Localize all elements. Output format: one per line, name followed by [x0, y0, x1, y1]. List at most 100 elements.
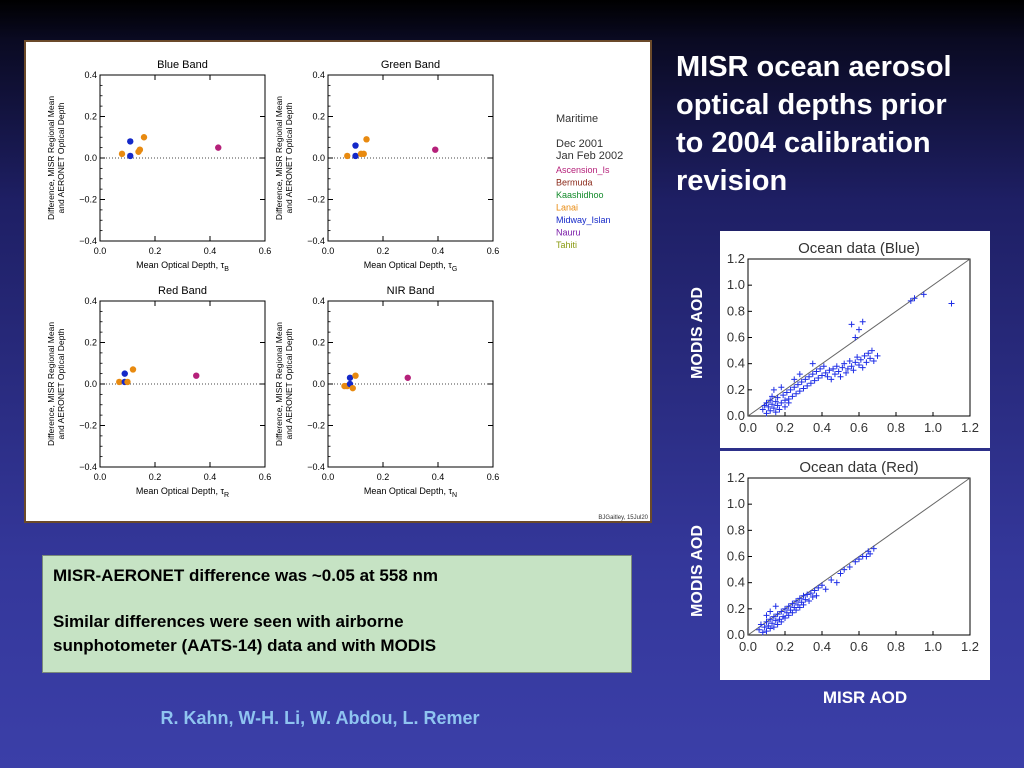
data-point	[822, 586, 829, 593]
data-point	[907, 297, 914, 304]
data-point	[819, 582, 825, 589]
data-point	[782, 397, 788, 404]
data-point	[809, 360, 816, 367]
x-tick-label: 0.8	[887, 639, 905, 654]
panel-title: NIR Band	[387, 285, 435, 297]
data-point	[867, 550, 874, 557]
data-point	[820, 363, 827, 370]
data-point	[813, 368, 820, 375]
data-point	[774, 402, 781, 409]
x-tick-label: 0.8	[887, 420, 905, 435]
data-point	[769, 393, 776, 400]
data-point	[826, 367, 833, 374]
data-point	[780, 392, 787, 399]
data-point	[828, 376, 835, 383]
x-tick-label: 0.6	[259, 246, 272, 256]
data-point	[846, 563, 853, 570]
summary-line: Similar differences were seen with airbo…	[53, 612, 404, 631]
data-point	[796, 388, 803, 395]
data-point	[920, 291, 927, 298]
data-point	[121, 370, 128, 377]
title-line: to 2004 calibration	[676, 127, 931, 159]
y-axis-label: and AERONET Optical Depth	[284, 102, 294, 213]
y-tick-label: −0.2	[307, 421, 325, 431]
x-axis-subscript: N	[452, 492, 457, 499]
legend-site: Kaashidhoo	[556, 190, 604, 200]
y-tick-label: 0.4	[727, 575, 745, 590]
legend-site: Lanai	[556, 203, 578, 213]
y-tick-label: 1.0	[727, 277, 745, 292]
data-point	[802, 376, 809, 383]
x-tick-label: 0.4	[204, 472, 217, 482]
data-point	[770, 624, 777, 631]
title-line: MISR ocean aerosol	[676, 51, 952, 83]
data-point	[793, 607, 800, 614]
x-tick-label: 0.2	[149, 246, 162, 256]
band-panels-svg: Blue Band 0.0 0.2 0.4 0.6 0.4 0.2 0.0 −0.2 −0.4 Me…	[46, 59, 649, 521]
data-point	[791, 376, 798, 383]
modis-aod-label: MODIS AOD	[689, 525, 706, 617]
data-point	[783, 389, 790, 396]
data-point	[789, 600, 796, 607]
data-point	[772, 617, 779, 624]
data-point	[806, 597, 813, 604]
data-point	[776, 406, 783, 413]
data-point	[809, 371, 816, 378]
data-point	[767, 608, 774, 615]
y-tick-label: 1.2	[727, 470, 745, 485]
y-tick-label: 0.4	[727, 356, 745, 371]
one-to-one-line	[747, 258, 971, 417]
data-point	[874, 352, 881, 359]
data-point	[759, 629, 766, 636]
data-point	[756, 626, 763, 633]
ocean-blue-frame: Ocean data (Blue) 0.0 0.2 0.4 0.6 0.8 1.0 1.2 1.…	[720, 231, 990, 448]
data-point	[793, 390, 800, 397]
data-point	[822, 369, 829, 376]
band-panel: NIR Band 0.0 0.2 0.4 0.6 0.4 0.2 0.0 −0.2 −0.4 Mea…	[274, 285, 499, 499]
data-point	[870, 358, 877, 365]
data-point	[824, 373, 831, 380]
data-point	[807, 590, 814, 597]
x-axis-subscript: G	[452, 266, 457, 273]
scatter-title: Ocean data (Red)	[799, 459, 918, 476]
band-panel: Blue Band 0.0 0.2 0.4 0.6 0.4 0.2 0.0 −0.2 −0.4 Me…	[46, 59, 271, 273]
data-point	[800, 385, 807, 392]
data-point	[352, 152, 359, 160]
data-point	[796, 371, 803, 378]
data-point	[833, 363, 840, 370]
data-point	[767, 407, 774, 414]
misr-aod-label: MISR AOD	[822, 688, 908, 707]
data-point	[757, 621, 764, 628]
panel-title: Green Band	[381, 59, 440, 71]
x-axis-label: Mean Optical Depth, τB	[136, 260, 229, 273]
summary-box: MISR-AERONET difference was ~0.05 at 558…	[42, 555, 632, 673]
data-point	[352, 142, 359, 149]
scatter-title: Ocean data (Blue)	[798, 240, 920, 257]
data-point	[811, 377, 818, 384]
data-point	[770, 386, 777, 393]
data-point	[787, 386, 794, 393]
x-axis-label: Mean Optical Depth, τG	[364, 260, 458, 273]
y-tick-label: 0.0	[727, 627, 745, 642]
authors-credit: R. Kahn, W-H. Li, W. Abdou, L. Remer	[160, 708, 480, 728]
x-tick-label: 0.4	[813, 639, 831, 654]
data-point	[865, 350, 872, 357]
x-tick-label: 0.0	[322, 472, 335, 482]
data-point	[129, 366, 137, 373]
data-point	[763, 628, 770, 635]
data-point	[859, 318, 866, 325]
data-point	[857, 356, 864, 363]
data-point	[854, 354, 861, 361]
data-point	[124, 378, 131, 386]
data-point	[344, 152, 351, 160]
data-point	[767, 616, 774, 623]
x-tick-label: 0.0	[739, 639, 757, 654]
data-point	[911, 295, 918, 302]
y-tick-label: −0.2	[307, 195, 325, 205]
data-point	[774, 394, 781, 401]
legend-site: Bermuda	[556, 178, 593, 188]
y-axis-label: Difference, MISR Regional Mean	[46, 96, 56, 220]
x-tick-label: 0.4	[432, 472, 445, 482]
data-point	[778, 618, 785, 625]
data-point	[815, 375, 822, 382]
